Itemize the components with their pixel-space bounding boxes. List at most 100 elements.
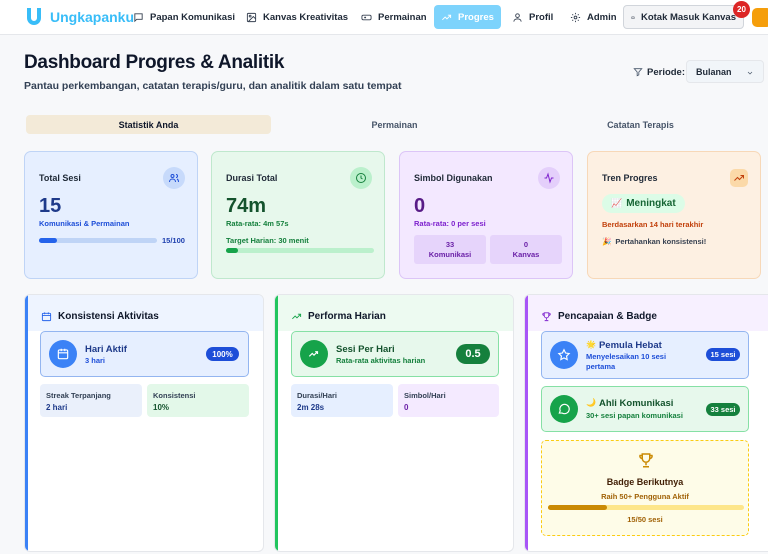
nav-profil[interactable]: Profil xyxy=(505,5,560,29)
next-badge-desc: Raih 50+ Pengguna Aktif xyxy=(601,492,689,501)
nav-progres[interactable]: Progres xyxy=(434,5,501,29)
period-select[interactable]: Bulanan xyxy=(686,60,764,83)
inbox-icon xyxy=(631,15,635,19)
calendar-icon xyxy=(41,312,52,322)
trending-up-icon xyxy=(730,169,748,187)
hero-hari-aktif: Hari Aktif 3 hari 100% xyxy=(40,331,249,377)
stat-sub: Berdasarkan 14 hari terakhir xyxy=(602,220,704,229)
tab-catatan-terapis[interactable]: Catatan Terapis xyxy=(607,119,674,130)
panel-header xyxy=(28,295,263,331)
party-icon: 🎉 xyxy=(602,237,612,246)
nav-permainan[interactable]: Permainan xyxy=(354,5,434,29)
badge-title-text: Pemula Hebat xyxy=(598,340,662,351)
badge-desc: Menyelesaikan 10 sesi pertama xyxy=(586,352,667,371)
mini-value: 2m 28s xyxy=(297,403,325,412)
hero-title: Sesi Per Hari xyxy=(336,344,395,355)
next-progress-bar xyxy=(548,505,744,510)
hero-sesi-per-hari: Sesi Per Hari Rata-rata aktivitas harian… xyxy=(291,331,499,377)
mini-label: Simbol/Hari xyxy=(404,391,446,400)
panel-title-text: Konsistensi Aktivitas xyxy=(58,311,159,322)
users-icon xyxy=(163,167,185,189)
filter-icon xyxy=(633,68,643,77)
nav-label: Kanvas Kreativitas xyxy=(263,11,349,23)
nav-admin[interactable]: Admin xyxy=(563,5,624,29)
user-icon xyxy=(513,12,522,22)
trend-pill: 📈 Meningkat xyxy=(602,194,685,213)
nav-extra-button[interactable] xyxy=(752,8,768,27)
chip-label: Kanvas xyxy=(512,250,540,259)
nav-label: Admin xyxy=(587,11,617,23)
top-nav: Ungkapanku Papan Komunikasi Kanvas Kreat… xyxy=(0,0,768,35)
mini-label: Konsistensi xyxy=(153,391,196,400)
chip-value: 33 xyxy=(445,240,455,249)
chart-emoji-icon: 📈 xyxy=(611,198,623,208)
hero-pill: 0.5 xyxy=(456,344,490,364)
mini-value: 10% xyxy=(153,403,170,412)
card-title: Total Sesi xyxy=(39,173,81,183)
card-title: Simbol Digunakan xyxy=(414,173,493,183)
card-title: Durasi Total xyxy=(226,173,278,183)
chat-bubble-icon xyxy=(134,12,143,22)
trend-note: 🎉 Pertahankan konsistensi! xyxy=(602,237,706,246)
nav-label: Papan Komunikasi xyxy=(150,11,235,23)
stat-value: 74m xyxy=(226,195,267,217)
progress-bar xyxy=(39,238,157,243)
stat-sub: Komunikasi & Permainan xyxy=(39,219,130,228)
progress-bar xyxy=(226,248,374,253)
target-text: Target Harian: 30 menit xyxy=(226,236,309,245)
calendar-icon xyxy=(49,340,77,368)
badge-pemula-hebat: 🌟 Pemula Hebat Menyelesaikan 10 sesi pert… xyxy=(541,331,749,379)
sparkle-icon: 🌟 xyxy=(586,340,596,349)
nav-kanvas-kreativitas[interactable]: Kanvas Kreativitas xyxy=(239,5,355,29)
brand-name[interactable]: Ungkapanku xyxy=(50,9,135,25)
nav-papan-komunikasi[interactable]: Papan Komunikasi xyxy=(126,5,242,29)
hero-title: Hari Aktif xyxy=(85,344,127,355)
badge-title-text: Ahli Komunikasi xyxy=(598,398,674,409)
mini-simbol-hari: Simbol/Hari 0 xyxy=(398,384,499,417)
badge-pill: 15 sesi xyxy=(706,348,740,361)
app-logo[interactable] xyxy=(24,6,44,26)
tab-permainan[interactable]: Permainan xyxy=(371,119,418,130)
next-badge-card: Badge Berikutnya Raih 50+ Pengguna Aktif… xyxy=(541,440,749,536)
trophy-icon xyxy=(542,312,551,322)
next-badge-count: 15/50 sesi xyxy=(627,515,663,524)
nav-kotak-masuk-kanvas[interactable]: Kotak Masuk Kanvas xyxy=(623,5,744,29)
mini-durasi-hari: Durasi/Hari 2m 28s xyxy=(291,384,393,417)
gamepad-icon xyxy=(361,14,372,20)
card-title: Tren Progres xyxy=(602,173,658,183)
stat-value: 15 xyxy=(39,195,62,217)
hero-sub: Rata-rata aktivitas harian xyxy=(336,356,426,365)
progress-fill xyxy=(39,238,57,243)
nav-label: Progres xyxy=(458,11,494,23)
panel-title: Konsistensi Aktivitas xyxy=(41,311,159,322)
chip-komunikasi: 33 Komunikasi xyxy=(414,235,486,264)
stat-card-durasi-total: Durasi Total 74m Rata-rata: 4m 57s Targe… xyxy=(211,151,385,279)
trend-note-text: Pertahankan konsistensi! xyxy=(615,237,707,246)
activity-icon xyxy=(538,167,560,189)
mini-value: 2 hari xyxy=(46,403,68,412)
stat-card-total-sesi: Total Sesi 15 Komunikasi & Permainan 15/… xyxy=(24,151,198,279)
period-label: Periode: xyxy=(647,67,686,78)
panel-title-text: Pencapaian & Badge xyxy=(558,311,657,322)
mini-label: Streak Terpanjang xyxy=(46,391,111,400)
image-icon xyxy=(246,12,257,22)
chip-label: Komunikasi xyxy=(428,250,472,259)
hero-pill: 100% xyxy=(206,347,239,361)
inbox-count-badge: 20 xyxy=(733,1,750,18)
progress-count: 15/100 xyxy=(162,236,185,245)
badge-desc: 30+ sesi papan komunikasi xyxy=(586,411,683,420)
trending-up-icon xyxy=(300,340,328,368)
clock-icon xyxy=(350,167,372,189)
chip-value: 0 xyxy=(523,240,529,249)
tab-statistik-anda[interactable]: Statistik Anda xyxy=(26,115,271,134)
badge-pill: 33 sesi xyxy=(706,403,740,416)
panel-accent xyxy=(275,295,278,551)
period-value: Bulanan xyxy=(696,67,732,77)
progress-fill xyxy=(226,248,238,253)
page-title: Dashboard Progres & Analitik xyxy=(24,52,285,73)
stat-sub: Rata-rata: 0 per sesi xyxy=(414,219,486,228)
panel-header xyxy=(528,295,768,331)
nav-label: Profil xyxy=(529,11,554,23)
nav-label: Permainan xyxy=(378,11,427,23)
gear-icon xyxy=(570,12,581,22)
